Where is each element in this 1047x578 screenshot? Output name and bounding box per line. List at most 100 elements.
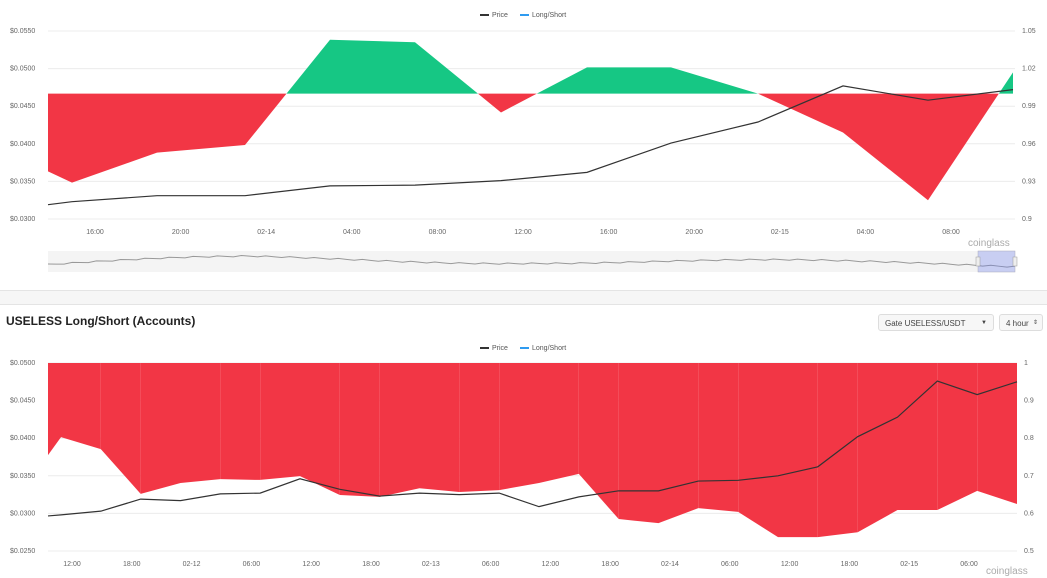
- right-axis-tick: 0.7: [1024, 473, 1034, 480]
- short-area: [339, 363, 380, 497]
- legend-price-label: Price: [492, 345, 508, 352]
- x-axis-tick: 02-13: [422, 561, 440, 568]
- x-axis-tick: 02-12: [183, 561, 201, 568]
- short-area: [477, 93, 501, 113]
- legend-price-label: Price: [492, 12, 508, 19]
- long-area: [998, 72, 1013, 94]
- x-axis-tick: 04:00: [343, 229, 361, 236]
- legend-longshort-label: Long/Short: [532, 12, 566, 19]
- x-axis-tick: 16:00: [86, 229, 104, 236]
- right-axis-tick: 1.02: [1022, 66, 1036, 73]
- short-area: [857, 363, 898, 533]
- left-axis-tick: $0.0500: [10, 360, 35, 367]
- short-area: [48, 93, 72, 183]
- x-axis-tick: 06:00: [243, 561, 261, 568]
- x-axis-tick: 12:00: [542, 561, 560, 568]
- left-axis-tick: $0.0450: [10, 398, 35, 405]
- left-axis-tick: $0.0300: [10, 216, 35, 223]
- navigator: [48, 251, 1015, 272]
- short-area: [618, 363, 659, 524]
- left-axis-tick: $0.0500: [10, 66, 35, 73]
- short-area: [758, 93, 843, 133]
- x-axis-tick: 02-15: [900, 561, 918, 568]
- short-area: [698, 363, 739, 512]
- exchange-select-value: Gate USELESS/USDT: [885, 319, 966, 328]
- right-axis-tick: 0.5: [1024, 548, 1034, 555]
- legend-longshort-swatch: [520, 347, 529, 349]
- short-area: [928, 93, 999, 201]
- section-title: USELESS Long/Short (Accounts): [6, 314, 196, 328]
- short-area: [501, 93, 537, 113]
- interval-select[interactable]: 4 hour ⇕: [999, 314, 1043, 331]
- legend-price-swatch: [480, 14, 489, 16]
- left-axis-tick: $0.0300: [10, 510, 35, 517]
- short-area: [977, 363, 1017, 504]
- short-area: [245, 93, 287, 146]
- right-axis-tick: 0.9: [1024, 398, 1034, 405]
- x-axis-tick: 20:00: [685, 229, 703, 236]
- short-area: [61, 363, 101, 450]
- x-axis-tick: 04:00: [857, 229, 875, 236]
- long-area: [286, 39, 330, 94]
- x-axis-tick: 12:00: [514, 229, 532, 236]
- short-area: [459, 363, 500, 492]
- interval-select-value: 4 hour: [1006, 319, 1029, 328]
- short-area: [100, 363, 141, 494]
- exchange-select[interactable]: Gate USELESS/USDT ▼: [878, 314, 994, 331]
- short-area: [300, 363, 340, 495]
- long-area: [587, 67, 671, 94]
- long-area: [330, 39, 415, 94]
- right-axis-tick: 0.99: [1022, 103, 1036, 110]
- short-area: [843, 93, 928, 201]
- section-separator: [0, 290, 1047, 305]
- short-area: [180, 363, 221, 483]
- right-axis-tick: 0.96: [1022, 141, 1036, 148]
- right-axis-tick: 1.05: [1022, 28, 1036, 35]
- x-axis-tick: 18:00: [123, 561, 141, 568]
- navigator-selection: [977, 250, 1016, 273]
- legend-price-swatch: [480, 347, 489, 349]
- x-axis-tick: 06:00: [721, 561, 739, 568]
- short-area: [499, 363, 539, 491]
- legend-longshort-swatch: [520, 14, 529, 16]
- left-axis-tick: $0.0450: [10, 103, 35, 110]
- x-axis-tick: 20:00: [172, 229, 190, 236]
- x-axis-tick: 16:00: [600, 229, 618, 236]
- x-axis-tick: 08:00: [942, 229, 960, 236]
- right-axis-tick: 0.6: [1024, 510, 1034, 517]
- right-axis-tick: 0.9: [1022, 216, 1032, 223]
- short-area: [658, 363, 699, 524]
- stepper-icon: ⇕: [1032, 320, 1038, 326]
- long-area: [415, 42, 478, 94]
- short-area: [72, 93, 157, 183]
- navigator-handle-right: [1012, 256, 1018, 267]
- chevron-down-icon: ▼: [981, 320, 987, 326]
- x-axis-tick: 18:00: [841, 561, 859, 568]
- x-axis-tick: 12:00: [302, 561, 320, 568]
- short-area: [140, 363, 181, 494]
- x-axis-tick: 02-15: [771, 229, 789, 236]
- price-line: [47, 380, 1018, 517]
- x-axis-tick: 02-14: [257, 229, 275, 236]
- watermark-logo: coinglass: [968, 238, 1010, 249]
- short-area: [379, 363, 420, 497]
- short-area: [220, 363, 261, 480]
- navigator-line: [47, 255, 1016, 268]
- x-axis-tick: 18:00: [362, 561, 380, 568]
- x-axis-tick: 12:00: [781, 561, 799, 568]
- long-area: [536, 67, 587, 94]
- left-axis-tick: $0.0350: [10, 473, 35, 480]
- right-axis-tick: 0.8: [1024, 435, 1034, 442]
- watermark-logo: coinglass: [986, 566, 1028, 577]
- long-area: [671, 67, 758, 94]
- short-area: [578, 363, 619, 520]
- short-area: [738, 363, 778, 538]
- right-axis-tick: 1: [1024, 360, 1028, 367]
- short-area: [937, 363, 978, 511]
- legend-longshort-label: Long/Short: [532, 345, 566, 352]
- left-axis-tick: $0.0400: [10, 435, 35, 442]
- navigator-handle-left: [975, 256, 981, 267]
- short-area: [48, 363, 61, 456]
- right-axis-tick: 0.93: [1022, 178, 1036, 185]
